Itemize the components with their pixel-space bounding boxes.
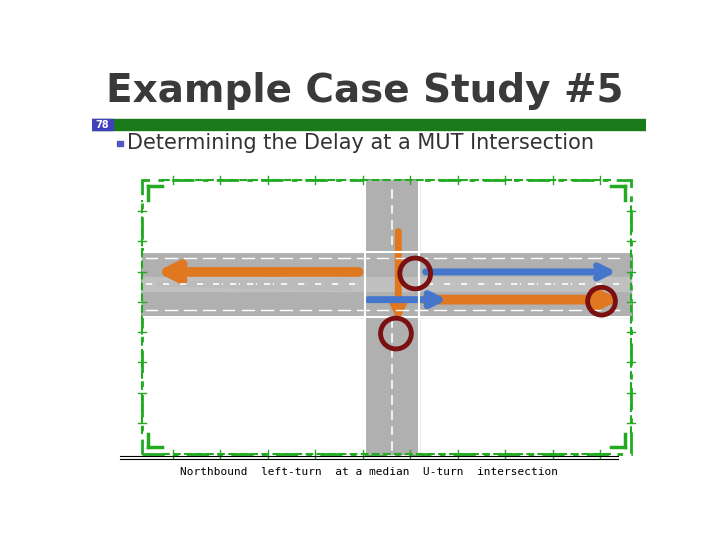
- Text: Northbound  left-turn  at a median  U-turn  intersection: Northbound left-turn at a median U-turn …: [180, 467, 558, 477]
- Polygon shape: [157, 278, 350, 291]
- Bar: [117, 140, 122, 146]
- Text: Example Case Study #5: Example Case Study #5: [106, 72, 623, 111]
- Bar: [365, 180, 419, 454]
- Bar: [142, 278, 631, 291]
- Bar: [142, 180, 631, 454]
- Text: Determining the Delay at a MUT Intersection: Determining the Delay at a MUT Intersect…: [127, 133, 594, 153]
- Bar: [142, 252, 631, 316]
- Bar: [92, 119, 113, 130]
- Bar: [92, 119, 647, 130]
- Text: 78: 78: [96, 120, 109, 130]
